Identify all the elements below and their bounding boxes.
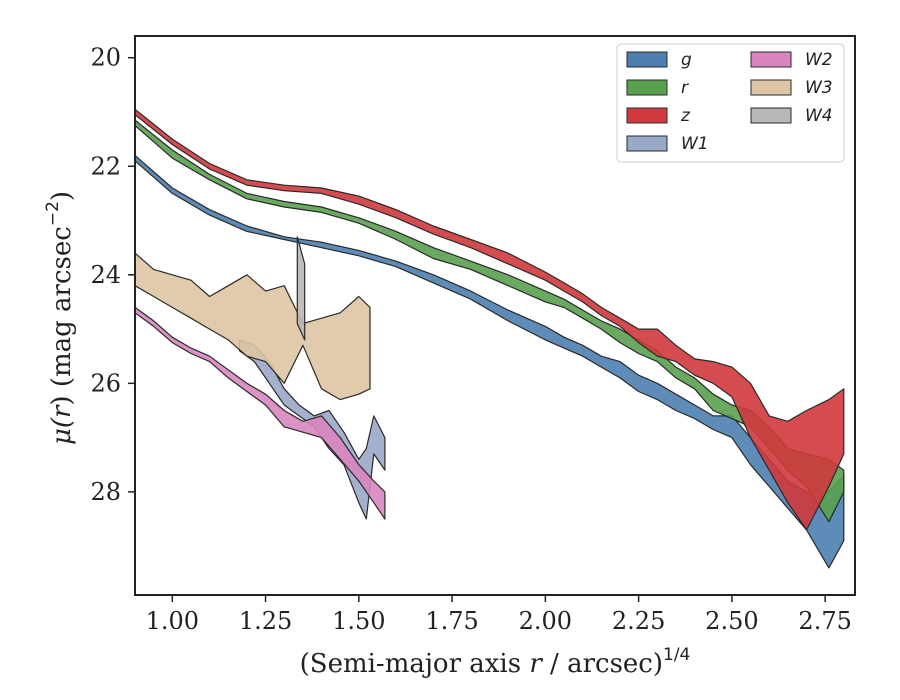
legend-swatch-z [626,107,668,124]
plot-frame [134,35,856,596]
x-tick-label: 1.25 [239,607,292,635]
band-r [134,119,845,523]
x-tick-label: 2.00 [519,607,572,635]
y-tick-label: 26 [90,369,121,397]
band-W2 [134,306,386,520]
y-tick-label: 28 [90,478,121,506]
legend-box [616,43,845,163]
band-g [134,154,845,569]
band-z [134,108,845,531]
legend-swatch-g [626,51,668,68]
legend-label-W3: W3 [805,78,833,98]
y-tick-label: 20 [90,44,121,72]
y-axis-title: μ(r) (mag arcsec−2) [43,191,77,445]
legend: grz W1 W2 W3 W4 [616,43,845,163]
band-W1 [238,339,386,520]
x-tick-label: 1.50 [332,607,385,635]
band-W3 [134,252,371,401]
legend-label-W2: W2 [805,50,833,70]
legend-swatch-r [626,79,668,96]
legend-swatch-W1 [626,135,668,152]
x-tick-label: 2.75 [798,607,851,635]
x-tick-label: 1.75 [425,607,478,635]
x-tick-label: 2.25 [612,607,665,635]
x-axis: 1.00 1.25 1.50 1.75 2.00 2.25 2.50 2.75 [146,595,852,635]
legend-label-z: z [680,106,691,126]
legend-label-W4: W4 [805,106,833,126]
y-tick-label: 24 [90,261,121,289]
legend-label-W1: W1 [681,134,709,154]
x-tick-label: 1.00 [146,607,199,635]
y-tick-label: 22 [90,152,121,180]
legend-swatch-W2 [750,51,792,68]
band-W4 [296,236,306,341]
plot-area [134,108,845,569]
y-axis: 20 22 24 26 28 [90,44,135,506]
x-tick-label: 2.50 [705,607,758,635]
legend-swatch-W4 [750,107,792,124]
legend-label-g: g [681,50,692,70]
x-axis-title: (Semi-major axis r / arcsec)1/4 [300,645,691,679]
legend-label-r: r [681,78,689,98]
legend-swatch-W3 [750,79,792,96]
